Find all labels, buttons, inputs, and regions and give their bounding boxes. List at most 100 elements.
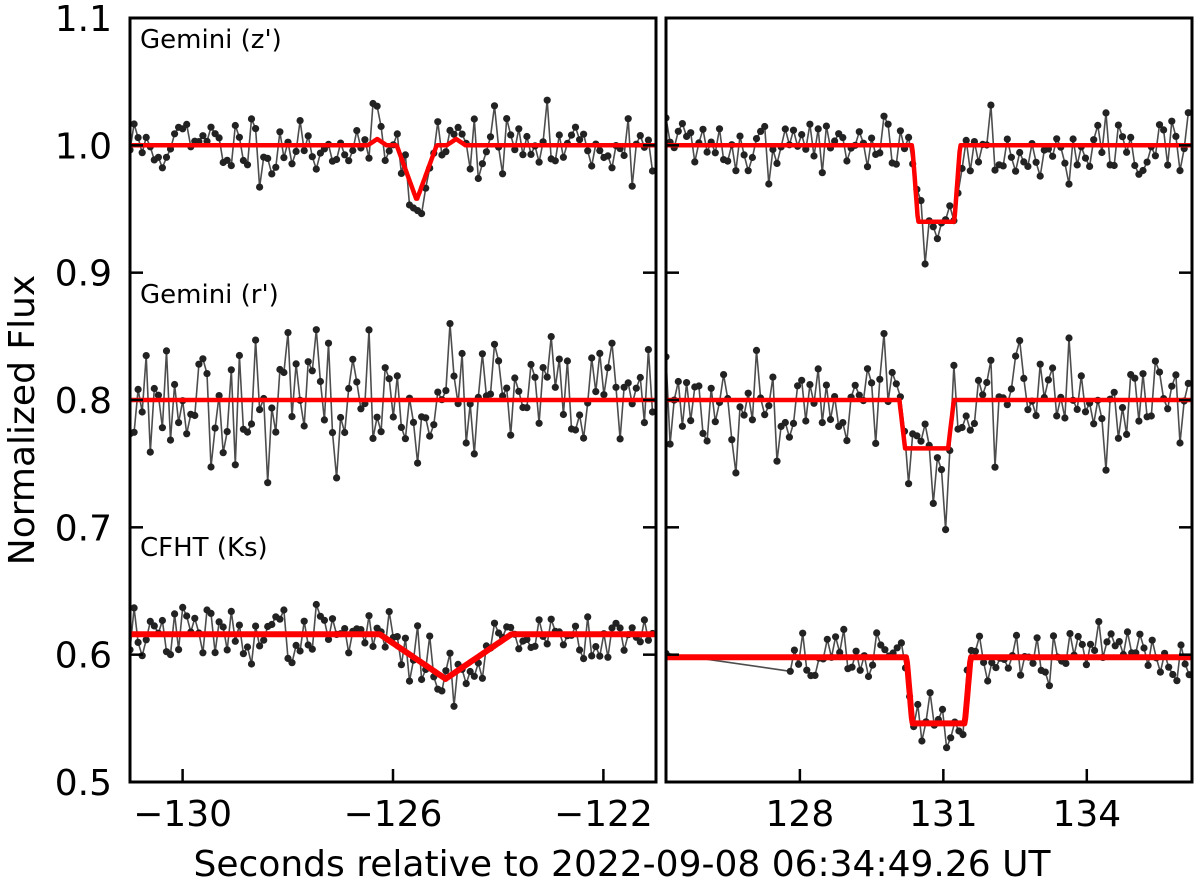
data-point: [252, 125, 260, 133]
data-point: [207, 123, 215, 131]
data-line: [666, 333, 1190, 530]
data-point: [142, 636, 150, 644]
data-point: [150, 384, 158, 393]
data-point: [1156, 668, 1164, 676]
model-line: [666, 397, 1192, 451]
data-point: [644, 346, 653, 354]
data-point: [434, 118, 442, 126]
data-point: [482, 148, 490, 156]
data-point: [1074, 632, 1082, 641]
data-point: [876, 149, 884, 157]
data-point: [235, 351, 243, 360]
data-point: [1036, 360, 1044, 368]
data-point: [1086, 640, 1095, 648]
data-point: [543, 640, 551, 648]
data-point: [1036, 172, 1044, 180]
data-point: [769, 373, 777, 381]
data-point: [1131, 161, 1139, 170]
data-point: [687, 129, 695, 137]
data-point: [138, 408, 146, 416]
data-point: [507, 431, 515, 439]
data-point: [974, 158, 983, 166]
data-point: [644, 636, 653, 644]
data-point: [720, 371, 728, 379]
data-point: [946, 202, 954, 210]
data-point: [235, 621, 243, 629]
data-point: [831, 137, 839, 145]
data-point: [341, 625, 349, 633]
data-point: [1172, 371, 1180, 379]
data-point: [571, 123, 580, 131]
data-point: [1007, 153, 1016, 161]
data-point: [1123, 148, 1131, 156]
data-point: [604, 364, 612, 372]
series-label: Gemini (r'): [140, 280, 279, 310]
data-point: [1102, 466, 1110, 474]
data-point: [987, 101, 995, 109]
data-point: [1032, 158, 1040, 166]
data-point: [523, 635, 531, 644]
data-point: [142, 133, 150, 141]
data-point: [632, 384, 640, 392]
data-point: [1102, 109, 1110, 117]
data-point: [736, 132, 744, 140]
data-point: [715, 125, 724, 133]
data-point: [988, 659, 996, 667]
data-point: [1007, 385, 1016, 393]
series-label: CFHT (Ks): [140, 533, 268, 563]
data-point: [970, 419, 979, 428]
data-point: [207, 609, 215, 618]
x-tick-label: −130: [133, 794, 232, 835]
data-point: [781, 418, 789, 427]
panel-right: [664, 16, 1194, 784]
data-point: [1181, 660, 1189, 668]
data-point: [1016, 148, 1024, 157]
data-point: [1016, 337, 1024, 345]
data-point: [130, 120, 138, 128]
data-point: [531, 642, 539, 650]
data-point: [933, 454, 942, 462]
data-point: [1090, 420, 1098, 428]
data-point: [337, 413, 345, 422]
data-point: [1024, 406, 1032, 414]
data-point: [1118, 404, 1127, 412]
data-point: [1098, 415, 1106, 423]
data-point: [1065, 180, 1073, 188]
data-point: [588, 354, 596, 362]
data-point: [199, 649, 207, 657]
data-point: [1012, 631, 1021, 640]
data-point: [515, 125, 523, 133]
data-point: [385, 608, 393, 616]
data-point: [744, 389, 752, 397]
data-point: [1094, 121, 1102, 129]
data-point: [843, 437, 851, 445]
data-point: [1090, 136, 1098, 144]
data-point: [1168, 382, 1176, 390]
series-label: Gemini (z'): [140, 25, 282, 55]
y-tick-label: 1.1: [55, 0, 112, 40]
data-point: [703, 437, 711, 445]
data-point: [628, 182, 636, 190]
y-tick-label: 1.0: [55, 126, 112, 167]
data-point: [288, 659, 296, 667]
data-point: [158, 616, 166, 625]
data-point: [1147, 412, 1155, 420]
data-point: [1049, 632, 1058, 640]
data-point: [905, 133, 913, 141]
data-point: [519, 151, 527, 159]
data-point: [252, 336, 260, 344]
data-point: [962, 412, 970, 420]
data-point: [341, 151, 349, 159]
data-point: [863, 163, 872, 171]
data-point: [515, 645, 523, 653]
data-point: [620, 646, 628, 654]
data-point: [947, 734, 955, 742]
data-point: [158, 424, 166, 432]
data-point: [872, 439, 880, 447]
y-tick-label: 0.5: [55, 763, 112, 804]
data-point: [183, 120, 191, 128]
data-point: [547, 615, 555, 623]
data-point: [280, 368, 288, 377]
data-point: [1151, 152, 1159, 160]
data-point: [507, 131, 515, 139]
